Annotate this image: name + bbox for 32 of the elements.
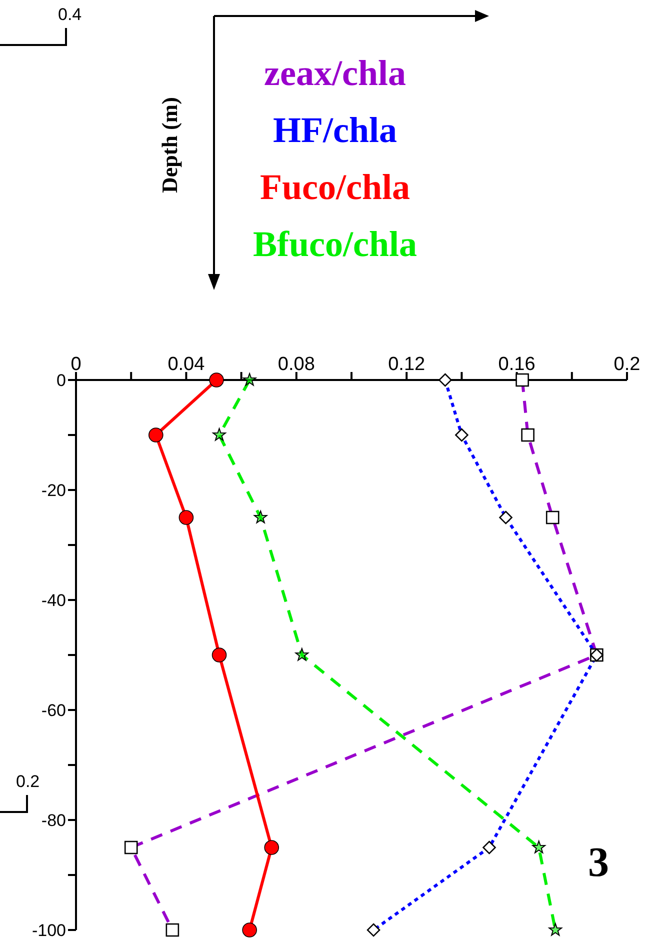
text: zeax/chla xyxy=(263,52,407,95)
point xyxy=(242,922,257,938)
text: Fuco/chla xyxy=(259,166,411,209)
y-tick-label: -40 xyxy=(41,591,66,610)
text: 0.2 xyxy=(16,772,40,791)
annotation: 3 xyxy=(588,840,609,886)
point xyxy=(242,373,256,386)
x-tick-label: 0 xyxy=(70,354,82,375)
text: Depth (m) xyxy=(157,97,183,193)
point xyxy=(532,840,546,854)
text: Bfuco/chla xyxy=(252,223,418,266)
x-tick-label: 0.16 xyxy=(498,354,536,375)
point xyxy=(212,648,227,662)
y-tick-label: 0 xyxy=(56,371,66,390)
y-tick-label: -100 xyxy=(32,921,66,940)
y-tick-label: -20 xyxy=(41,481,66,500)
point xyxy=(178,510,194,525)
point xyxy=(264,840,280,855)
x-tick-label: 0.08 xyxy=(278,354,315,375)
x-tick-label: 0.04 xyxy=(168,354,206,375)
text: HF/chla xyxy=(272,109,398,152)
y-tick-label: -60 xyxy=(41,701,66,720)
point xyxy=(254,510,268,524)
x-tick-label: 0.2 xyxy=(614,354,640,375)
point xyxy=(212,428,226,441)
point xyxy=(209,372,224,388)
x-tick-label: 0.12 xyxy=(388,354,426,375)
text: 0.4 xyxy=(58,5,82,24)
point xyxy=(148,428,164,442)
point xyxy=(548,923,562,936)
point xyxy=(295,648,309,661)
y-tick-label: -80 xyxy=(41,811,66,830)
